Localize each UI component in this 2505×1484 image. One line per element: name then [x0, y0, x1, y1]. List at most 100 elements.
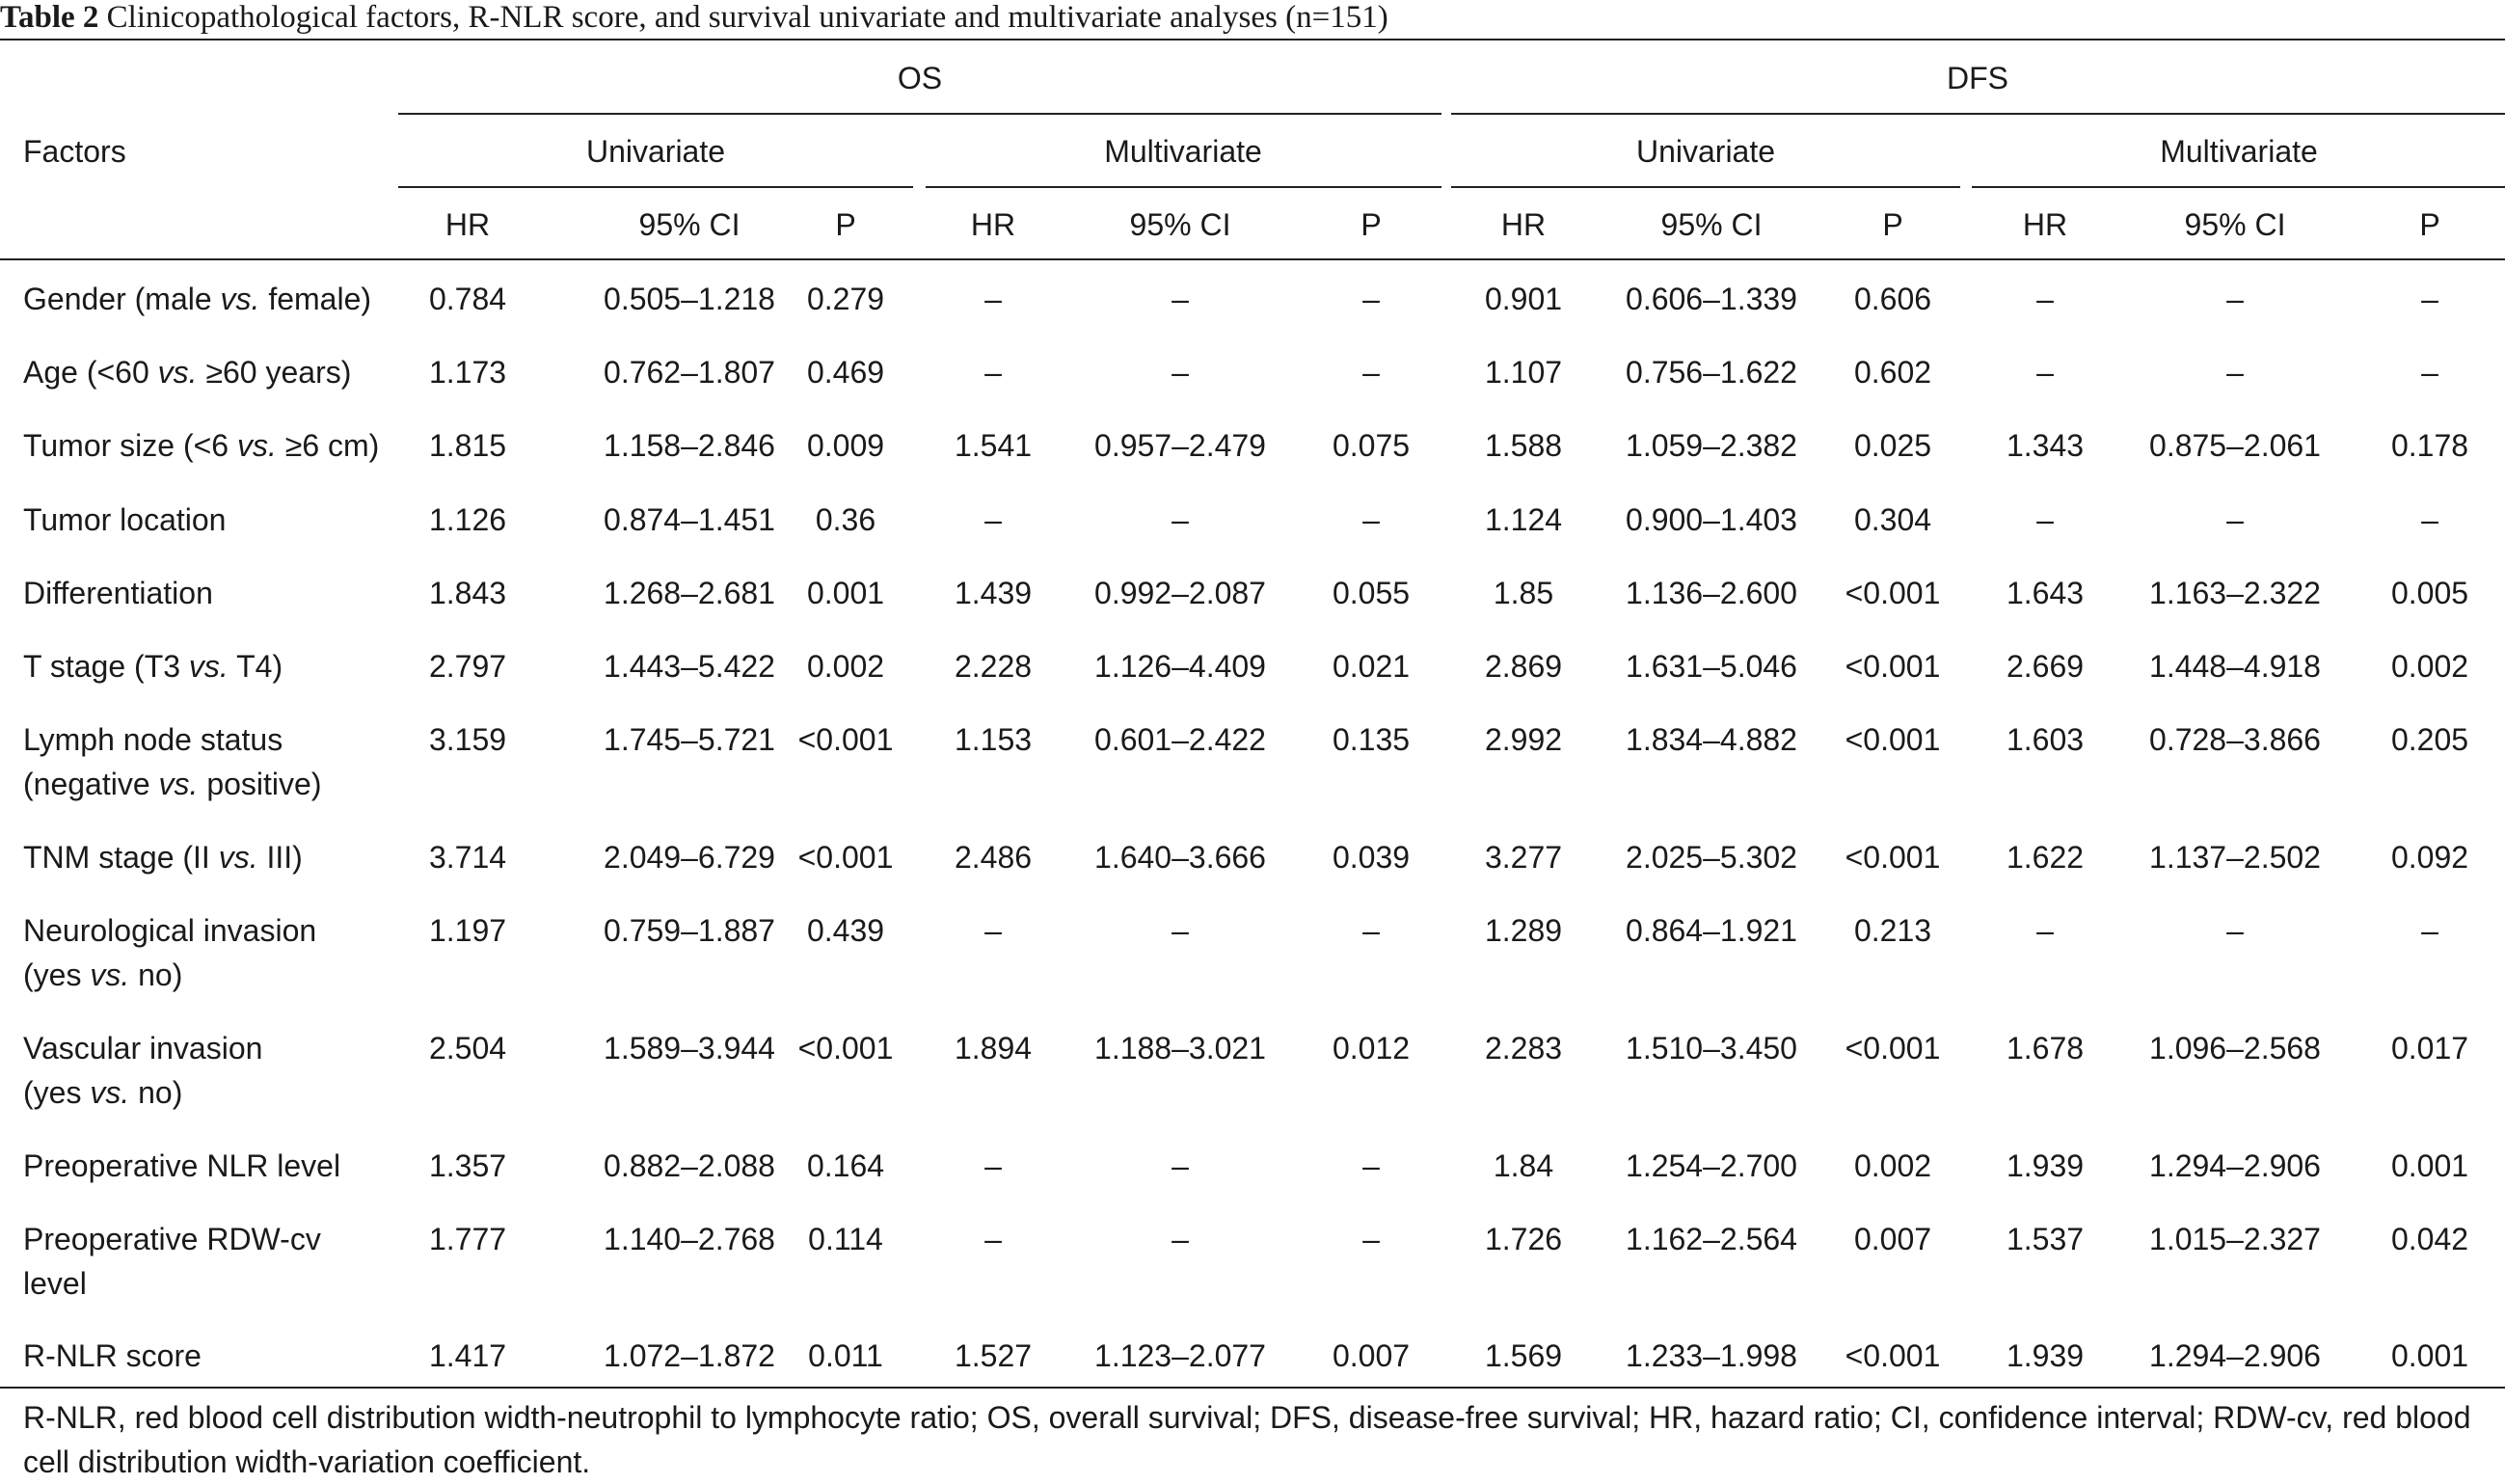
table-caption: Table 2 Clinicopathological factors, R-N… — [0, 0, 1388, 37]
table-cell: – — [984, 502, 1002, 537]
table-cell: 0.002 — [1853, 1148, 1932, 1183]
table-cell: 1.233–1.998 — [1626, 1338, 1797, 1373]
column-header: HR — [444, 207, 491, 242]
table-cell: 1.294–2.906 — [2149, 1338, 2321, 1373]
subgroup-header: Univariate — [585, 134, 726, 169]
table-cell: – — [1172, 355, 1189, 390]
table-cell: 0.762–1.807 — [604, 355, 775, 390]
column-header: P — [1882, 207, 1903, 242]
table-cell: 1.678 — [2006, 1031, 2085, 1066]
table-cell: – — [2421, 282, 2438, 316]
table-cell: 1.622 — [2006, 840, 2085, 875]
column-header: 95% CI — [1660, 207, 1763, 242]
factor-post: female) — [259, 282, 372, 316]
table-cell: 0.439 — [806, 913, 885, 948]
table-cell: <0.001 — [1845, 649, 1941, 684]
table-cell: 3.714 — [428, 840, 507, 875]
table-cell: <0.001 — [797, 1031, 894, 1066]
table-cell: – — [1362, 502, 1380, 537]
table-cell: 1.173 — [428, 355, 507, 390]
factor-post: positive) — [198, 767, 322, 801]
factor-vs: vs. — [220, 282, 260, 316]
factor-pre: T stage (T3 — [23, 649, 189, 684]
table-cell: 0.002 — [2390, 649, 2469, 684]
table-cell: 0.601–2.422 — [1094, 722, 1266, 757]
factor-pre: Vascular invasion (yes — [23, 1031, 263, 1110]
table-cell: – — [2421, 913, 2438, 948]
table-cell: – — [984, 355, 1002, 390]
os-univariate-rule — [398, 186, 913, 188]
table-cell: <0.001 — [1845, 576, 1941, 610]
subgroup-header: Univariate — [1635, 134, 1776, 169]
table-cell: 0.011 — [808, 1338, 883, 1373]
table-cell: 1.443–5.422 — [604, 649, 775, 684]
table-cell: 2.025–5.302 — [1626, 840, 1797, 875]
table-cell: – — [1362, 355, 1380, 390]
table-cell: 0.469 — [806, 355, 885, 390]
factor-vs: vs. — [157, 355, 198, 390]
table-cell: 1.289 — [1484, 913, 1563, 948]
column-header: 95% CI — [1129, 207, 1231, 242]
table-cell: 0.505–1.218 — [604, 282, 775, 316]
factor-post: ≥60 years) — [197, 355, 352, 390]
table-cell: 0.002 — [806, 649, 885, 684]
table-cell: 0.606 — [1853, 282, 1932, 316]
row-factor-label: Preoperative RDW-cv level — [23, 1217, 321, 1306]
top-rule — [0, 39, 2505, 40]
table-cell: – — [1362, 1222, 1380, 1256]
table-cell: 0.864–1.921 — [1626, 913, 1797, 948]
table-cell: 1.137–2.502 — [2149, 840, 2321, 875]
table-title: Clinicopathological factors, R-NLR score… — [106, 0, 1388, 35]
factor-post: T4) — [228, 649, 283, 684]
factor-pre: Gender (male — [23, 282, 221, 316]
factor-post: no) — [129, 1075, 183, 1110]
table-cell: 0.007 — [1332, 1338, 1411, 1373]
table-cell: – — [1362, 913, 1380, 948]
factor-vs: vs. — [188, 649, 229, 684]
table-cell: 0.205 — [2390, 722, 2469, 757]
os-group-rule — [398, 113, 1441, 115]
factor-pre: Tumor location — [23, 502, 227, 537]
table-cell: 0.001 — [2390, 1338, 2469, 1373]
column-header: P — [835, 207, 856, 242]
table-cell: 1.153 — [954, 722, 1033, 757]
table-cell: – — [984, 1222, 1002, 1256]
table-cell: 0.135 — [1332, 722, 1411, 757]
table-cell: 1.448–4.918 — [2149, 649, 2321, 684]
table-cell: 1.815 — [428, 428, 507, 463]
column-header: HR — [970, 207, 1016, 242]
table-cell: – — [2036, 355, 2054, 390]
table-cell: 1.527 — [954, 1338, 1033, 1373]
table-cell: – — [2226, 282, 2244, 316]
table-cell: 1.072–1.872 — [604, 1338, 775, 1373]
row-factor-label: T stage (T3 vs. T4) — [23, 644, 283, 688]
table-cell: 0.001 — [806, 576, 885, 610]
group-header-dfs: DFS — [1947, 61, 2008, 95]
table-cell: 0.728–3.866 — [2149, 722, 2321, 757]
table-cell: 1.268–2.681 — [604, 576, 775, 610]
dfs-group-rule — [1451, 113, 2505, 115]
table-cell: 0.304 — [1853, 502, 1932, 537]
table-cell: – — [2036, 282, 2054, 316]
table-cell: 0.055 — [1332, 576, 1411, 610]
table-cell: 1.569 — [1484, 1338, 1563, 1373]
table-footnote: R-NLR, red blood cell distribution width… — [23, 1400, 2471, 1479]
group-header-os: OS — [897, 61, 943, 95]
table-cell: 2.504 — [428, 1031, 507, 1066]
row-factor-label: Vascular invasion (yes vs. no) — [23, 1026, 262, 1115]
table-cell: – — [1172, 1222, 1189, 1256]
table-cell: 1.158–2.846 — [604, 428, 775, 463]
table-cell: 0.021 — [1332, 649, 1411, 684]
table-cell: 0.042 — [2390, 1222, 2469, 1256]
dfs-univariate-rule — [1451, 186, 1960, 188]
table-cell: 1.439 — [954, 576, 1033, 610]
table-cell: 3.159 — [428, 722, 507, 757]
table-cell: 1.541 — [954, 428, 1033, 463]
table-cell: 0.178 — [2390, 428, 2469, 463]
row-factor-label: Age (<60 vs. ≥60 years) — [23, 350, 351, 394]
table-cell: 1.417 — [428, 1338, 507, 1373]
table-cell: 0.001 — [2390, 1148, 2469, 1183]
table-cell: 1.631–5.046 — [1626, 649, 1797, 684]
table-cell: <0.001 — [1845, 722, 1941, 757]
table-cell: 1.603 — [2006, 722, 2085, 757]
